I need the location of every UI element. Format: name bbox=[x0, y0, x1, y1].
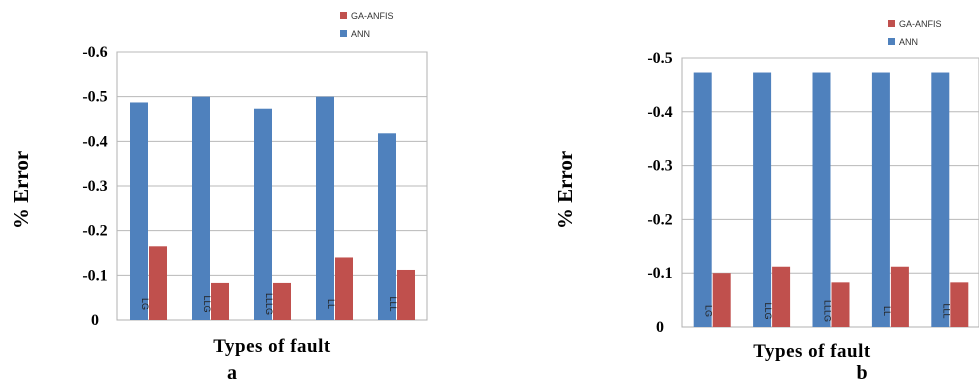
bars: LG LLG LLLG LL LLL bbox=[130, 96, 415, 321]
y-tick-label: -0.1 bbox=[647, 265, 672, 282]
y-tick-label: -0.3 bbox=[82, 178, 107, 195]
bar-ga-anfis-LLLG bbox=[273, 282, 291, 320]
category-label: LL bbox=[882, 306, 892, 316]
legend-swatch bbox=[888, 20, 895, 27]
category-label: LG bbox=[704, 305, 714, 317]
y-tick-label: -0.4 bbox=[82, 133, 107, 150]
panel-label: b bbox=[856, 362, 867, 384]
legend: GA-ANFIS ANN bbox=[340, 11, 394, 39]
legend-label: ANN bbox=[351, 29, 370, 39]
legend-swatch bbox=[340, 30, 347, 37]
bar-ga-anfis-LLG bbox=[772, 266, 791, 327]
y-tick-label: -0.5 bbox=[647, 50, 672, 67]
category-label: LLLG bbox=[823, 300, 833, 322]
bar-ga-anfis-LL bbox=[335, 257, 353, 320]
y-tick-label: -0.2 bbox=[647, 211, 672, 228]
bar-ann-LG bbox=[130, 102, 148, 321]
legend-swatch bbox=[888, 38, 895, 45]
y-axis-label: % Error bbox=[553, 151, 577, 229]
bar-ann-LL bbox=[316, 96, 334, 321]
bar-ga-anfis-LLL bbox=[950, 282, 969, 327]
y-tick-label: -0.4 bbox=[647, 104, 672, 121]
bar-ann-LL bbox=[871, 72, 890, 327]
bars: LG LLG LLLG LL LLL bbox=[693, 72, 969, 327]
y-tick-label: -0.5 bbox=[82, 89, 107, 106]
bar-ann-LLLG bbox=[254, 108, 272, 320]
legend-label: GA-ANFIS bbox=[351, 11, 394, 21]
y-tick-label: 0 bbox=[656, 319, 664, 336]
y-tick-label: -0.6 bbox=[82, 44, 107, 61]
bar-ann-LLG bbox=[753, 72, 772, 327]
y-tick-label: -0.1 bbox=[82, 267, 107, 284]
category-label: LL bbox=[326, 299, 336, 309]
bar-ann-LLL bbox=[931, 72, 950, 327]
category-label: LLL bbox=[388, 296, 398, 311]
legend-swatch bbox=[340, 12, 347, 19]
category-label: LG bbox=[140, 298, 150, 310]
bar-ga-anfis-LG bbox=[712, 273, 731, 327]
bar-ann-LLL bbox=[378, 133, 396, 320]
x-axis-label: Types of fault bbox=[213, 336, 331, 357]
y-axis-label: % Error bbox=[9, 151, 33, 229]
chart-panel-b: 0-0.1-0.2-0.3-0.4-0.5LG LLG LLLG LL LLL% Err… bbox=[553, 19, 979, 384]
x-axis-label: Types of fault bbox=[753, 341, 871, 362]
y-tick-label: -0.3 bbox=[647, 158, 672, 175]
category-label: LLL bbox=[941, 303, 951, 318]
bar-ga-anfis-LL bbox=[890, 266, 909, 327]
panel-label: a bbox=[227, 362, 237, 384]
bar-ga-anfis-LLL bbox=[397, 269, 415, 320]
bar-ann-LLG bbox=[192, 96, 210, 321]
bar-ga-anfis-LG bbox=[149, 246, 167, 320]
bar-ga-anfis-LLG bbox=[211, 282, 229, 320]
bar-ann-LLLG bbox=[812, 72, 831, 327]
chart-panel-a: 0-0.1-0.2-0.3-0.4-0.5-0.6LG LLG LLLG LL LLL%… bbox=[9, 11, 428, 384]
legend-label: ANN bbox=[899, 37, 918, 47]
category-label: LLG bbox=[202, 295, 212, 312]
y-tick-label: -0.2 bbox=[82, 223, 107, 240]
y-tick-label: 0 bbox=[91, 312, 99, 329]
category-label: LLG bbox=[763, 302, 773, 319]
legend-label: GA-ANFIS bbox=[899, 19, 942, 29]
bar-ga-anfis-LLLG bbox=[831, 282, 850, 327]
bar-ann-LG bbox=[693, 72, 712, 327]
legend: GA-ANFIS ANN bbox=[888, 19, 942, 47]
category-label: LLLG bbox=[264, 293, 274, 315]
